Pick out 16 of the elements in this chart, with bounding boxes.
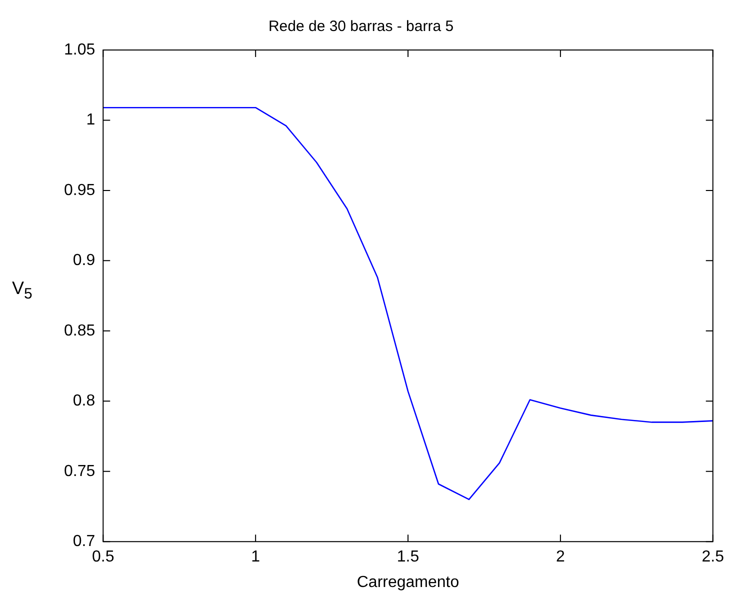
x-axis-title: Carregamento (356, 574, 460, 591)
y-tick-label: 0.75 (64, 462, 96, 480)
y-tick-label: 0.9 (72, 252, 96, 270)
chart-title: Rede de 30 barras - barra 5 (268, 18, 454, 36)
x-tick-label: 2 (556, 548, 565, 566)
y-tick-label: 1.05 (64, 41, 96, 58)
x-tick-label: 1.5 (396, 548, 420, 566)
y-tick-label: 0.85 (64, 322, 96, 340)
x-tick-label: 1 (251, 548, 260, 566)
y-tick-label: 0.95 (64, 182, 96, 199)
y-tick-label: 1 (86, 112, 96, 129)
x-tick-label: 2.5 (702, 548, 724, 566)
y-axis-title: V$_{5}$ (12, 278, 32, 303)
y-tick-label: 0.8 (72, 392, 96, 410)
y-tick-label: 0.7 (72, 533, 96, 550)
x-tick-label: 0.5 (92, 548, 114, 566)
